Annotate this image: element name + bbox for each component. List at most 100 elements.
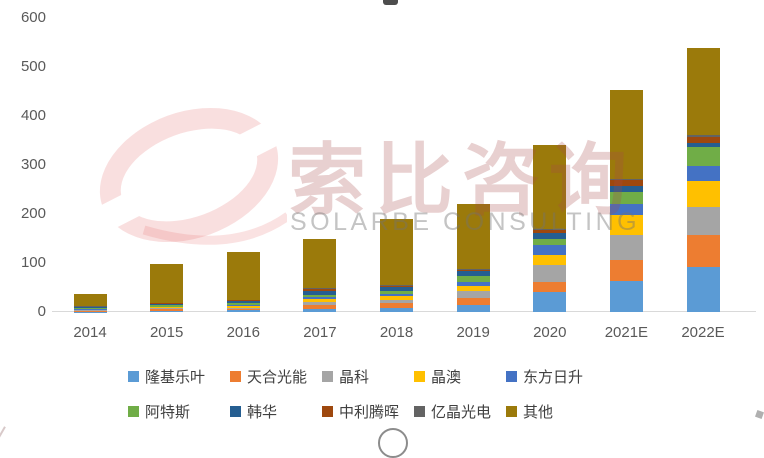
stacked-bar-2014 xyxy=(73,294,107,312)
bar-segment xyxy=(380,291,413,295)
bar-segment xyxy=(150,311,184,312)
legend-swatch-icon xyxy=(506,406,517,417)
x-axis-tick-label: 2021E xyxy=(604,324,649,341)
legend-swatch-icon xyxy=(230,406,241,417)
bar-segment xyxy=(226,304,260,306)
bar-segment xyxy=(609,185,643,193)
bar-segment xyxy=(380,294,413,296)
bar-segment xyxy=(609,259,643,282)
bar-segment xyxy=(380,308,413,312)
legend-swatch-icon xyxy=(414,406,425,417)
legend-label: 其他 xyxy=(523,404,554,421)
bar-segment xyxy=(73,307,107,308)
bar-segment xyxy=(303,290,337,295)
y-axis-tick-label: 300 xyxy=(20,156,46,173)
legend-swatch-icon xyxy=(128,371,139,382)
bar-segment xyxy=(456,268,490,270)
legend-label: 晶澳 xyxy=(431,369,462,386)
bar-segment xyxy=(380,286,413,288)
bar-segment xyxy=(303,289,337,291)
bar-segment xyxy=(380,295,413,300)
x-axis-tick-label: 2022E xyxy=(681,324,725,341)
cropped-title-remnant xyxy=(383,0,398,5)
bar-segment xyxy=(609,180,643,186)
legend-label: 隆基乐叶 xyxy=(145,369,206,386)
bar-segment xyxy=(380,285,413,287)
chart-legend: 隆基乐叶 天合光能 晶科 晶澳 东方日升 阿特斯 韩华 中利腾晖 亿晶光电 其他 xyxy=(0,368,764,428)
bar-segment xyxy=(150,307,184,308)
bar-segment xyxy=(303,297,337,300)
bar-segment xyxy=(609,214,643,236)
legend-label: 韩华 xyxy=(247,404,278,421)
bar-segment xyxy=(686,135,720,137)
bar-segment xyxy=(456,269,490,272)
bar-segment xyxy=(150,302,184,303)
bar-segment xyxy=(73,309,107,310)
bar-segment xyxy=(609,235,643,260)
bar-segment xyxy=(226,299,260,300)
stacked-bar-2021e xyxy=(609,90,643,312)
bar-segment xyxy=(303,294,337,298)
stacked-bar-2017 xyxy=(303,238,337,312)
bar-segment xyxy=(533,254,567,265)
bar-segment xyxy=(150,303,184,305)
bar-segment xyxy=(150,306,184,307)
legend-item: 中利腾晖 xyxy=(322,403,400,421)
bar-segment xyxy=(456,291,490,299)
legend-item: 其他 xyxy=(506,403,554,421)
legend-swatch-icon xyxy=(322,406,333,417)
stacked-bar-2015 xyxy=(150,263,184,312)
legend-swatch-icon xyxy=(322,371,333,382)
y-axis-tick-label: 200 xyxy=(20,205,46,222)
legend-swatch-icon xyxy=(414,371,425,382)
bar-segment xyxy=(609,281,643,312)
bar-segment xyxy=(73,306,107,307)
bar-segment xyxy=(686,147,720,167)
legend-label: 阿特斯 xyxy=(145,404,191,421)
bar-segment xyxy=(609,204,643,215)
bar-segment xyxy=(533,239,567,246)
bar-segment xyxy=(533,292,567,312)
y-axis-tick-label: 400 xyxy=(20,107,46,124)
bar-segment xyxy=(73,294,107,306)
bar-segment xyxy=(150,303,184,304)
bar-segment xyxy=(533,229,567,234)
x-axis-tick-label: 2017 xyxy=(303,324,337,341)
stacked-bar-2019 xyxy=(456,204,490,312)
bar-segment xyxy=(150,309,184,311)
x-axis-tick-label: 2014 xyxy=(73,324,107,341)
legend-item: 晶澳 xyxy=(414,368,462,386)
bar-segment xyxy=(456,271,490,277)
legend-item: 亿晶光电 xyxy=(414,403,491,421)
bar-segment xyxy=(456,304,490,312)
bar-segment xyxy=(456,298,490,305)
legend-swatch-icon xyxy=(506,371,517,382)
legend-item: 晶科 xyxy=(322,368,369,386)
bar-segment xyxy=(303,288,337,290)
bar-segment xyxy=(686,180,720,207)
legend-item: 隆基乐叶 xyxy=(128,368,206,386)
x-axis-tick-label: 2018 xyxy=(379,324,414,341)
bar-segment xyxy=(533,281,567,293)
legend-swatch-icon xyxy=(230,371,241,382)
bar-segment xyxy=(303,305,337,309)
legend-item: 天合光能 xyxy=(230,368,308,386)
bar-segment xyxy=(303,299,337,303)
legend-label: 天合光能 xyxy=(247,369,308,386)
bar-segment xyxy=(686,136,720,143)
bar-segment xyxy=(456,276,490,283)
bar-segment xyxy=(686,235,720,267)
bar-segment xyxy=(609,90,643,179)
bar-segment xyxy=(686,266,720,312)
bar-segment xyxy=(380,287,413,292)
bar-segment xyxy=(456,204,490,269)
bar-segment xyxy=(73,309,107,310)
cropped-logo-arc xyxy=(378,428,408,458)
bar-segment xyxy=(533,245,567,255)
y-axis-tick-label: 600 xyxy=(20,9,46,26)
bar-segment xyxy=(686,48,720,136)
bar-segment xyxy=(226,252,260,300)
bar-segment xyxy=(533,228,567,230)
bar-segment xyxy=(686,206,720,236)
legend-label: 中利腾晖 xyxy=(339,404,400,421)
